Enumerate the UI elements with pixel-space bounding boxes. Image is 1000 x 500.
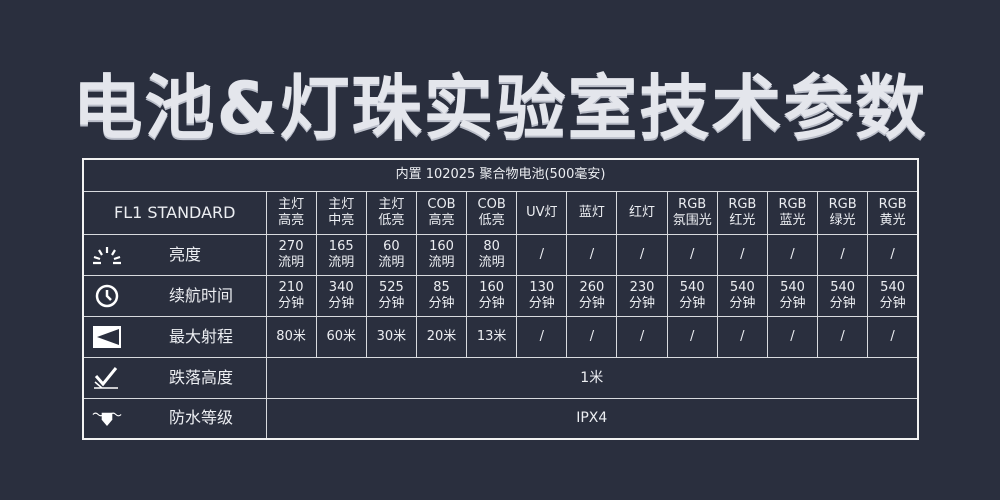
table-cell: / bbox=[766, 233, 819, 276]
table-cell: / bbox=[566, 315, 618, 358]
table-cell: / bbox=[666, 233, 718, 276]
table-cell: / bbox=[867, 233, 919, 276]
page-title: 电池&灯珠实验室技术参数 bbox=[72, 67, 928, 149]
table-cell: / bbox=[817, 315, 869, 358]
table-cell: 210 分钟 bbox=[265, 274, 317, 317]
column-header: UV灯 bbox=[516, 190, 568, 235]
table-cell: 540 分钟 bbox=[716, 274, 768, 317]
column-header: 主灯 低亮 bbox=[365, 190, 417, 235]
table-cell: 160 分钟 bbox=[466, 274, 518, 317]
table-cell: / bbox=[716, 315, 768, 358]
clock-icon bbox=[92, 284, 122, 308]
table-cell: 340 分钟 bbox=[315, 274, 367, 317]
row-label-drop: 跌落高度 bbox=[82, 356, 267, 399]
table-cell: 60 流明 bbox=[365, 233, 417, 276]
table-row: 续航时间 210 分钟 340 分钟 525 分钟 85 分钟 160 分钟 130 分钟 260 分钟 23… bbox=[82, 274, 919, 317]
spec-table: 内置 102025 聚合物电池(500毫安) FL1 STANDARD 主灯 高亮主… bbox=[82, 158, 919, 440]
table-cell: / bbox=[516, 233, 568, 276]
battery-header: 内置 102025 聚合物电池(500毫安) bbox=[82, 158, 919, 192]
column-header: 红灯 bbox=[616, 190, 668, 235]
table-cell: / bbox=[817, 233, 869, 276]
column-header: 蓝灯 bbox=[566, 190, 618, 235]
table-cell: / bbox=[716, 233, 768, 276]
table-cell: 260 分钟 bbox=[566, 274, 618, 317]
table-cell: 85 分钟 bbox=[415, 274, 468, 317]
table-cell: 20米 bbox=[415, 315, 468, 358]
table-cell: / bbox=[616, 315, 668, 358]
column-header: COB 低亮 bbox=[466, 190, 518, 235]
column-header: RGB 红光 bbox=[716, 190, 768, 235]
brightness-icon bbox=[92, 243, 122, 267]
table-cell: 60米 bbox=[315, 315, 367, 358]
table-cell: 540 分钟 bbox=[766, 274, 819, 317]
table-cell: / bbox=[566, 233, 618, 276]
beam-range-icon bbox=[92, 325, 122, 349]
row-label: 亮度 bbox=[82, 233, 267, 276]
drop-height-value: 1米 bbox=[265, 356, 919, 399]
column-header: RGB 黄光 bbox=[867, 190, 919, 235]
waterproof-icon bbox=[92, 406, 122, 430]
table-cell: 230 分钟 bbox=[616, 274, 668, 317]
column-header: COB 高亮 bbox=[415, 190, 468, 235]
table-cell: 165 流明 bbox=[315, 233, 367, 276]
table-cell: 80米 bbox=[265, 315, 317, 358]
table-cell: / bbox=[666, 315, 718, 358]
model-name: FL1 STANDARD bbox=[82, 190, 267, 235]
table-cell: 160 流明 bbox=[415, 233, 468, 276]
column-header: 主灯 中亮 bbox=[315, 190, 367, 235]
drop-impact-icon bbox=[92, 366, 122, 390]
table-cell: 13米 bbox=[466, 315, 518, 358]
table-row: 最大射程 80米 60米 30米 20米 13米 / / / / / / / / bbox=[82, 315, 919, 358]
row-label-waterproof: 防水等级 bbox=[82, 397, 267, 440]
column-header: RGB 氛围光 bbox=[666, 190, 718, 235]
table-row: 亮度 270 流明 165 流明 60 流明 160 流明 80 流明 / / / / / / / / bbox=[82, 233, 919, 276]
row-label: 最大射程 bbox=[82, 315, 267, 358]
table-cell: / bbox=[766, 315, 819, 358]
table-cell: / bbox=[616, 233, 668, 276]
table-cell: 130 分钟 bbox=[516, 274, 568, 317]
table-cell: 80 流明 bbox=[466, 233, 518, 276]
table-cell: / bbox=[516, 315, 568, 358]
table-cell: 525 分钟 bbox=[365, 274, 417, 317]
table-cell: 540 分钟 bbox=[666, 274, 718, 317]
table-cell: / bbox=[867, 315, 919, 358]
column-header: RGB 绿光 bbox=[817, 190, 869, 235]
table-cell: 30米 bbox=[365, 315, 417, 358]
row-label: 续航时间 bbox=[82, 274, 267, 317]
table-cell: 540 分钟 bbox=[867, 274, 919, 317]
column-header: RGB 蓝光 bbox=[766, 190, 819, 235]
column-header: 主灯 高亮 bbox=[265, 190, 317, 235]
table-cell: 540 分钟 bbox=[817, 274, 869, 317]
waterproof-rating-value: IPX4 bbox=[265, 397, 919, 440]
table-cell: 270 流明 bbox=[265, 233, 317, 276]
